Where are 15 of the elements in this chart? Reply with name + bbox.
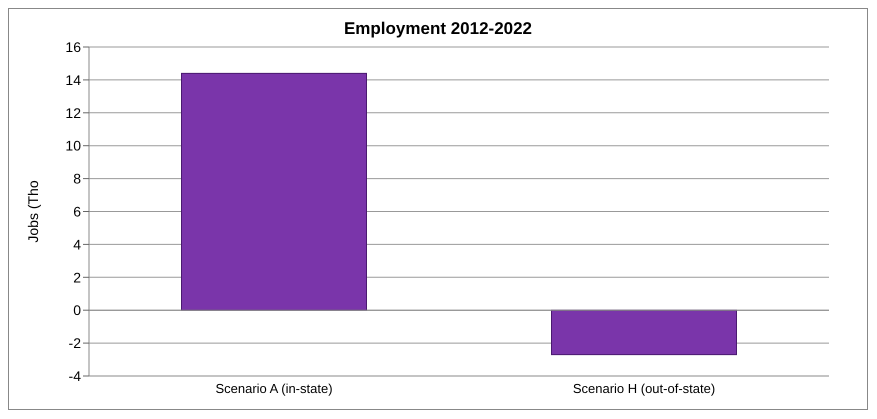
y-tick-label: 10 — [65, 138, 82, 154]
y-tick-label: -4 — [68, 368, 82, 384]
y-tick-label: 16 — [65, 38, 82, 55]
y-tick-label: 4 — [73, 236, 82, 252]
y-tick-label: 0 — [73, 302, 82, 318]
y-tick-label: 12 — [65, 104, 82, 121]
y-tick-label: 14 — [65, 72, 82, 88]
y-tick-label: 6 — [73, 203, 82, 220]
chart-title: Employment 2012-2022 — [344, 19, 532, 38]
y-tick-label: 2 — [73, 269, 82, 286]
y-tick-label: 8 — [73, 170, 82, 187]
y-axis-title: Jobs (Tho — [24, 180, 41, 243]
x-tick-label: Scenario H (out-of-state) — [572, 381, 716, 396]
y-tick-label: -2 — [68, 335, 82, 352]
x-tick-label: Scenario A (in-state) — [215, 381, 333, 396]
